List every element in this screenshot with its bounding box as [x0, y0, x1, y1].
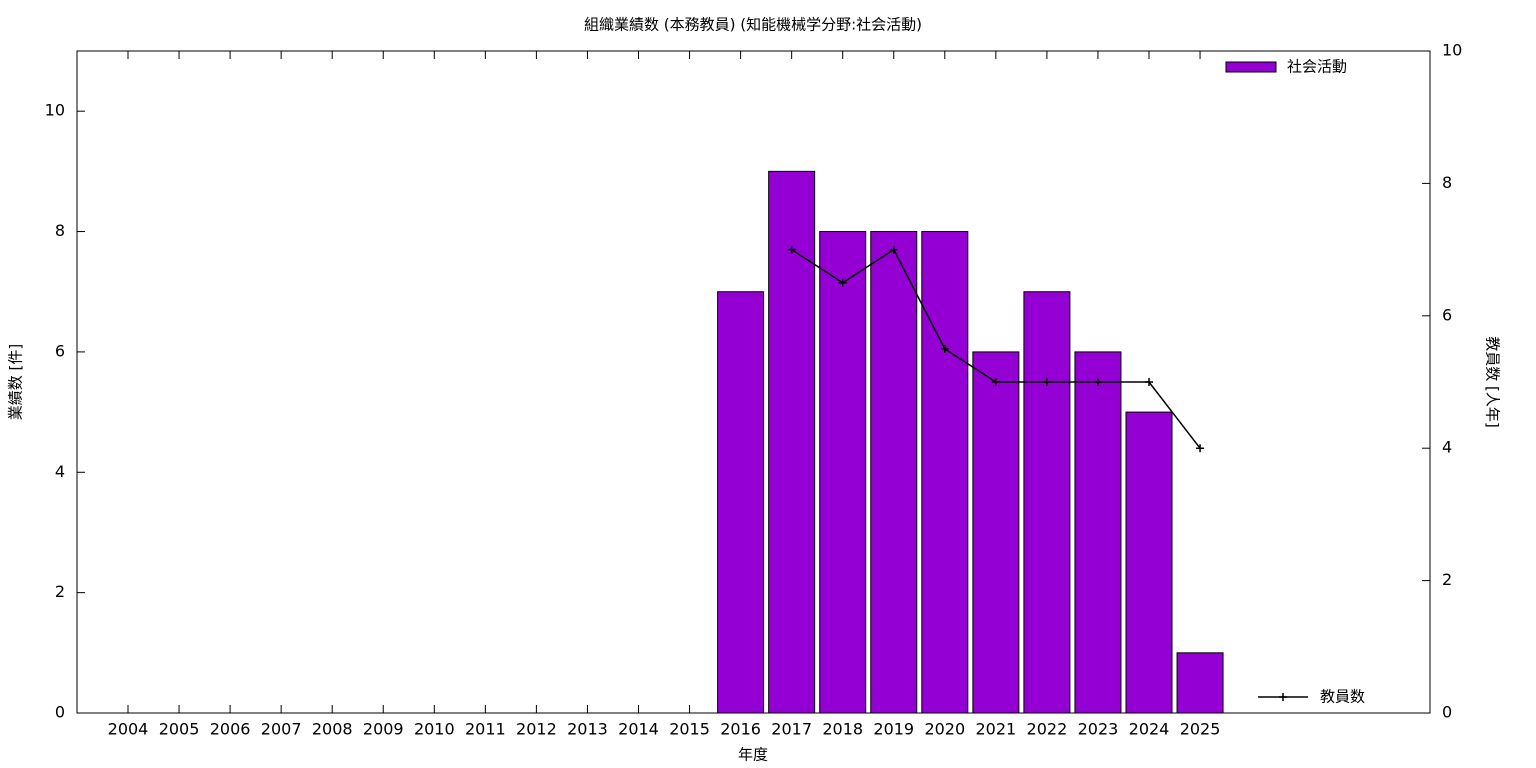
x-tick-label: 2021 [975, 720, 1016, 739]
x-tick-label: 2017 [771, 720, 812, 739]
x-tick-label: 2009 [363, 720, 404, 739]
point [889, 245, 898, 254]
x-tick-label: 2014 [618, 720, 659, 739]
y-tick-label: 0 [55, 703, 65, 722]
legend-swatch [1225, 61, 1277, 73]
y-tick-label: 10 [45, 101, 65, 120]
bar [1125, 411, 1173, 714]
y2-tick-label: 0 [1442, 703, 1452, 722]
y2-tick-label: 10 [1442, 41, 1462, 60]
x-tick-label: 2016 [720, 720, 761, 739]
x-tick-label: 2012 [516, 720, 557, 739]
chart-title: 組織業績数 (本務教員) (知能機械学分野:社会活動) [584, 16, 922, 34]
point [1196, 444, 1205, 453]
y-tick-label: 4 [55, 462, 65, 481]
bar [1176, 652, 1224, 714]
point [940, 344, 949, 353]
bar [819, 231, 867, 714]
x-tick-label: 2019 [873, 720, 914, 739]
point [991, 378, 1000, 386]
x-tick-label: 2015 [669, 720, 710, 739]
x-tick-label: 2018 [822, 720, 863, 739]
y-tick-label: 8 [55, 221, 65, 240]
y2-tick-label: 6 [1442, 305, 1452, 324]
bar [717, 291, 765, 714]
x-tick-label: 2025 [1180, 720, 1221, 739]
y2-axis-label: 教員数 [人年] [1484, 336, 1502, 427]
point [1042, 378, 1051, 386]
point [1145, 378, 1153, 386]
x-tick-label: 2010 [414, 720, 455, 739]
x-tick-label: 2024 [1129, 720, 1170, 739]
x-tick-label: 2020 [924, 720, 965, 739]
x-tick-label: 2013 [567, 720, 608, 739]
bar [921, 231, 969, 714]
y-tick-label: 2 [55, 582, 65, 601]
legend-swatch [1279, 693, 1287, 701]
bar [972, 351, 1020, 714]
bar [1023, 291, 1071, 714]
y-tick-label: 6 [55, 341, 65, 360]
x-axis-label: 年度 [738, 746, 768, 764]
x-tick-label: 2005 [159, 720, 200, 739]
point [838, 278, 847, 287]
x-tick-label: 2008 [312, 720, 353, 739]
legend-label: 教員数 [1320, 688, 1365, 706]
x-tick-label: 2004 [108, 720, 149, 739]
y-axis-label: 業績数 [件] [7, 344, 25, 420]
bar [1074, 351, 1122, 714]
y2-tick-label: 2 [1442, 570, 1452, 589]
point [787, 245, 796, 254]
x-tick-label: 2011 [465, 720, 506, 739]
x-tick-label: 2007 [261, 720, 302, 739]
x-tick-label: 2006 [210, 720, 251, 739]
legend-label: 社会活動 [1287, 58, 1347, 76]
plot-border [76, 50, 1431, 714]
bar [870, 231, 918, 714]
x-tick-label: 2023 [1078, 720, 1119, 739]
point [1093, 378, 1102, 386]
y2-tick-label: 4 [1442, 438, 1452, 457]
x-tick-label: 2022 [1027, 720, 1068, 739]
y2-tick-label: 8 [1442, 173, 1452, 192]
